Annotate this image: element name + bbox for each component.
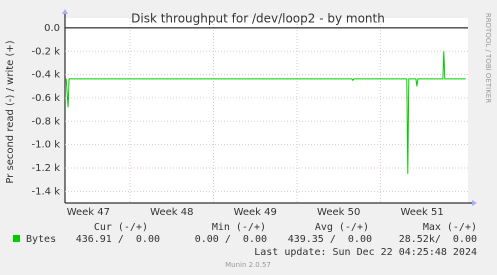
y-tick-label: -0.8 k xyxy=(32,116,61,127)
legend-value: 436.91 / 0.00 xyxy=(76,234,160,245)
y-tick-label: 0.0 xyxy=(44,23,60,34)
legend-header: Cur (-/+) xyxy=(94,222,148,233)
y-axis-label: Pr second read (-) / write (+) xyxy=(5,40,16,183)
series-line xyxy=(65,51,466,174)
legend-header: Max (-/+) xyxy=(423,222,477,233)
legend-swatch xyxy=(13,235,20,242)
legend-header: Avg (-/+) xyxy=(315,222,369,233)
x-axis-arrow xyxy=(472,200,477,206)
y-tick-label: -1.0 k xyxy=(32,140,61,151)
y-tick-label: -0.6 k xyxy=(32,93,61,104)
side-text: RRDTOOL / TOBI OETIKER xyxy=(484,13,492,103)
plot-area xyxy=(65,18,468,203)
x-tick-label: Week 50 xyxy=(317,207,360,218)
legend-value: 439.35 / 0.00 xyxy=(288,234,372,245)
y-tick-label: -1.4 k xyxy=(32,186,61,197)
chart-title: Disk throughput for /dev/loop2 - by mont… xyxy=(131,12,385,26)
x-tick-label: Week 49 xyxy=(234,207,277,218)
legend-value: 28.52k/ 0.00 xyxy=(399,234,477,245)
y-tick-label: -1.2 k xyxy=(32,163,61,174)
legend-value: 0.00 / 0.00 xyxy=(195,234,267,245)
last-update: Last update: Sun Dec 22 04:25:48 2024 xyxy=(254,247,477,258)
footer: Munin 2.0.57 xyxy=(225,261,271,269)
x-tick-label: Week 47 xyxy=(67,207,110,218)
y-axis-arrow xyxy=(62,9,68,14)
x-tick-label: Week 51 xyxy=(400,207,443,218)
x-tick-label: Week 48 xyxy=(150,207,193,218)
legend-label: Bytes xyxy=(26,234,56,245)
y-tick-label: -0.4 k xyxy=(32,70,61,81)
y-tick-label: -0.2 k xyxy=(32,46,61,57)
legend-header: Min (-/+) xyxy=(212,222,266,233)
